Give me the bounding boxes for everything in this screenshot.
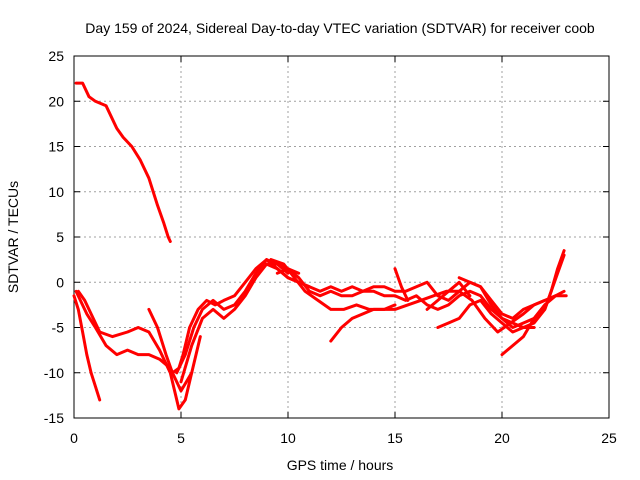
series-track-9 xyxy=(275,267,536,329)
y-tick-label: 25 xyxy=(48,48,64,64)
y-tick-label: -15 xyxy=(44,410,64,426)
x-tick-label: 5 xyxy=(177,430,185,446)
series-track-13 xyxy=(425,280,472,311)
y-tick-label: 15 xyxy=(48,139,64,155)
x-tick-label: 20 xyxy=(494,430,510,446)
series-track-10 xyxy=(269,258,568,334)
series-track-17 xyxy=(543,249,566,311)
y-tick-label: 0 xyxy=(56,274,64,290)
series-group xyxy=(72,81,568,411)
x-tick-label: 25 xyxy=(601,430,617,446)
x-axis: 0 5 10 15 20 25 xyxy=(70,56,617,446)
grid-lines xyxy=(74,56,609,418)
series-track-2 xyxy=(72,294,102,402)
series-track-5 xyxy=(147,258,301,375)
series-track-4 xyxy=(76,289,202,411)
y-axis-label: SDTVAR / TECUs xyxy=(5,181,21,293)
x-tick-label: 15 xyxy=(387,430,403,446)
series-track-8 xyxy=(265,262,547,320)
y-tick-label: -5 xyxy=(52,320,65,336)
chart-title: Day 159 of 2024, Sidereal Day-to-day VTE… xyxy=(85,20,595,36)
series-track-12 xyxy=(393,267,410,302)
x-tick-label: 10 xyxy=(280,430,296,446)
y-axis: -15 -10 -5 0 5 10 15 20 25 xyxy=(44,48,609,426)
x-axis-label: GPS time / hours xyxy=(287,457,394,473)
y-tick-label: 5 xyxy=(56,229,64,245)
series-track-11 xyxy=(329,303,397,343)
y-tick-label: 10 xyxy=(48,184,64,200)
y-tick-label: -10 xyxy=(44,365,64,381)
series-track-16 xyxy=(500,303,547,357)
x-tick-label: 0 xyxy=(70,430,78,446)
y-tick-label: 20 xyxy=(48,93,64,109)
series-track-1 xyxy=(74,81,172,243)
